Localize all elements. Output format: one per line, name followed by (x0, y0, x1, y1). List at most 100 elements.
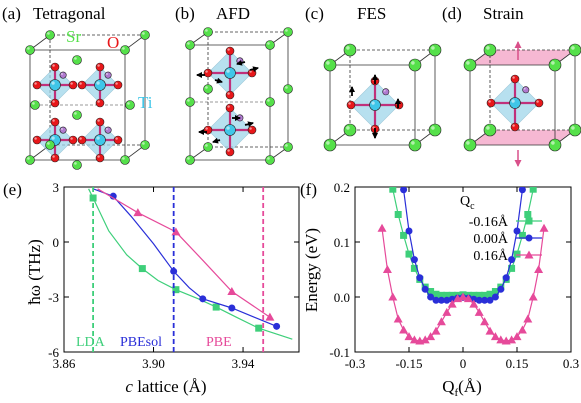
afd-rotation-arrow (244, 121, 254, 128)
sr-atom (323, 138, 337, 152)
ti-atom (94, 134, 106, 146)
ti-atom-highlight (51, 136, 55, 140)
ti-atom-highlight (51, 81, 55, 85)
sr-atom (45, 140, 55, 150)
qf-x-axis-label: Qf(Å) (442, 377, 482, 399)
sr-atom-highlight (466, 141, 470, 145)
panel-a-title: Tetragonal (33, 4, 106, 23)
ti-atom (369, 99, 381, 111)
ti-atom-highlight (96, 136, 100, 140)
data-point (265, 312, 275, 321)
data-point (508, 264, 516, 272)
data-point (405, 250, 413, 258)
data-point (410, 264, 418, 272)
panel-b-tag: (b) (175, 4, 195, 23)
y-tick-label: -0.1 (329, 345, 350, 360)
sr-atom (343, 123, 357, 137)
data-point (491, 288, 499, 295)
sr-atom (265, 97, 275, 107)
panel-c: (c) FES (305, 4, 442, 152)
legend-marker (525, 234, 533, 242)
o-atom (77, 80, 87, 90)
legend-marker (525, 217, 533, 225)
o-atom-back (59, 126, 67, 134)
sr-atom-highlight (346, 46, 350, 50)
data-point (228, 304, 236, 312)
sr-atom-highlight (285, 86, 288, 89)
lattice-x-axis-label: c lattice (Å) (125, 377, 206, 396)
x-tick-label: 0 (460, 356, 467, 371)
sr-atom-highlight (27, 47, 30, 50)
sr-atom-highlight (326, 141, 330, 145)
data-point (518, 187, 526, 194)
data-point (212, 303, 220, 311)
sr-atom (125, 100, 135, 110)
data-point (481, 296, 489, 304)
plot-area (377, 187, 549, 345)
sr-atom (203, 84, 213, 94)
series-line (97, 188, 271, 318)
ti-atom-highlight (226, 69, 230, 73)
o-atom-highlight (52, 119, 55, 122)
o-atom-back (104, 71, 112, 79)
sr-atom-highlight (486, 126, 490, 130)
data-point (480, 317, 490, 326)
series-line (92, 188, 277, 327)
legend-label: 0.16Å (473, 248, 509, 264)
sr-atom-highlight (571, 126, 575, 130)
y-tick-label: 3 (53, 180, 60, 195)
x-tick-label: 3.94 (232, 356, 255, 371)
o-atom-highlight (97, 155, 100, 158)
sr-atom-highlight (142, 32, 145, 35)
plot-area (88, 188, 293, 340)
data-point (448, 291, 456, 299)
o-atom-highlight (70, 82, 73, 85)
o-atom-highlight (227, 92, 230, 95)
o-atom-back (59, 71, 67, 79)
sr-atom (548, 138, 562, 152)
data-point (518, 231, 526, 239)
phonon-frequency-chart: 3.86 3.90 3.94 3 0 -3 -6 LDA PBEsol PBE (48, 180, 300, 371)
sr-atom-highlight (411, 61, 415, 65)
o-atom (95, 98, 105, 108)
o-atom-back-highlight (106, 128, 108, 130)
data-point (437, 296, 445, 304)
sr-atom-highlight (27, 157, 30, 160)
data-point (227, 287, 237, 295)
o-atom-back-highlight (523, 87, 526, 90)
data-point (507, 335, 517, 344)
data-point (431, 326, 441, 335)
o-atom-highlight (227, 105, 230, 108)
o-atom (225, 90, 235, 100)
data-point (400, 187, 408, 194)
reference-label-pbe: PBE (206, 335, 232, 350)
y-tick-label: 0.1 (334, 235, 350, 250)
data-point (475, 296, 483, 304)
data-point (470, 291, 478, 299)
o-atom-back-highlight (237, 58, 240, 61)
sr-atom (72, 55, 82, 65)
afd-rotation-arrow (249, 66, 259, 73)
x-tick-label: 0.15 (506, 356, 529, 371)
sr-label: Sr (66, 27, 81, 46)
sr-atom-highlight (466, 61, 470, 65)
tetragonal-structure (25, 30, 150, 170)
o-atom-back-highlight (106, 73, 108, 75)
data-point (388, 292, 398, 301)
sr-atom-highlight (205, 29, 208, 32)
data-point (463, 294, 473, 303)
data-point (513, 250, 521, 258)
o-atom-back-highlight (383, 89, 386, 92)
sr-atom (283, 84, 293, 94)
panel-a: (a) Tetragonal Sr O Ti (2, 4, 153, 170)
o-atom (510, 122, 520, 132)
y-tick-label: 0.2 (334, 180, 350, 195)
o-atom (95, 117, 105, 127)
energy-landscape-chart: -0.3 -0.15 0 0.15 0.3-0.10.00.10.2Qc-0.16Å0.… (329, 180, 579, 371)
sr-atom (203, 142, 213, 152)
data-point (405, 227, 413, 235)
sr-atom-highlight (411, 141, 415, 145)
sr-atom (265, 155, 275, 165)
o-atom (95, 153, 105, 163)
o-atom-highlight (249, 70, 252, 73)
